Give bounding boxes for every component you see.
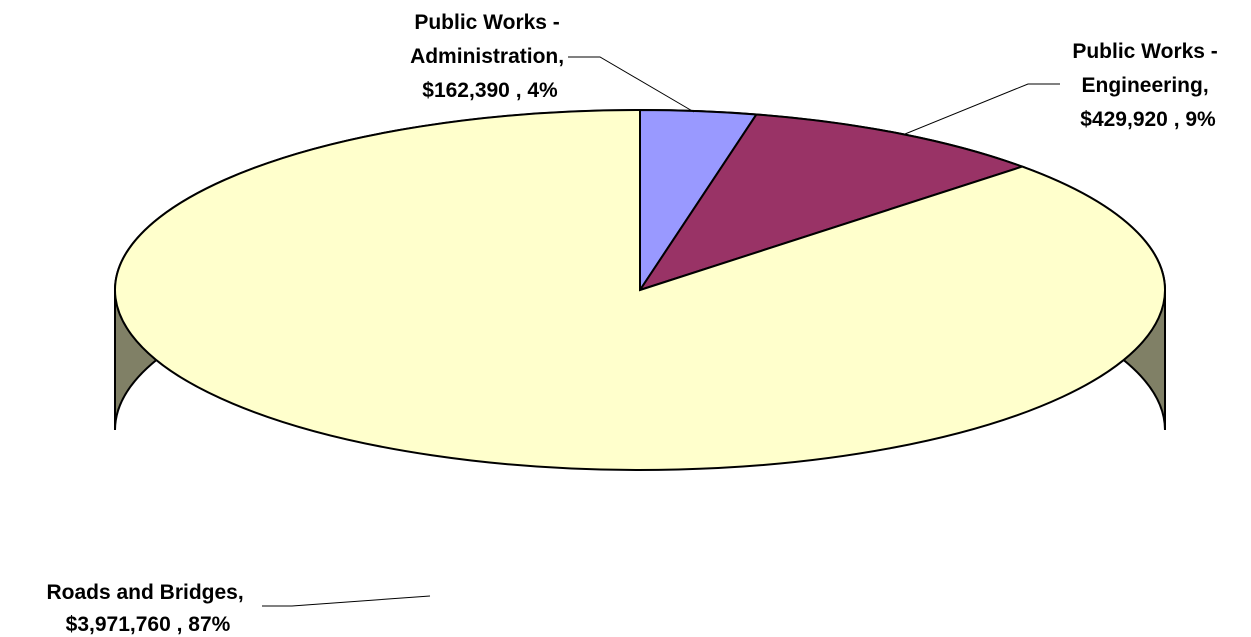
label-leader-lines [262,56,1060,607]
label-public-works-administration: Public Works - Administration, $162,390 … [410,11,570,102]
leader-line-administration [568,56,695,113]
label-roads-and-bridges: Roads and Bridges, $3,971,760 , 87% [46,581,249,636]
leader-line-roads-and-bridges [262,595,431,607]
slice-public-works-engineering [637,113,1026,292]
leader-line-engineering [904,83,1060,135]
label-public-works-engineering: Public Works - Engineering, $429,920 , 9… [1072,40,1223,131]
pie-top-faces [114,108,1166,471]
slice-roads-and-bridges [114,108,1166,471]
